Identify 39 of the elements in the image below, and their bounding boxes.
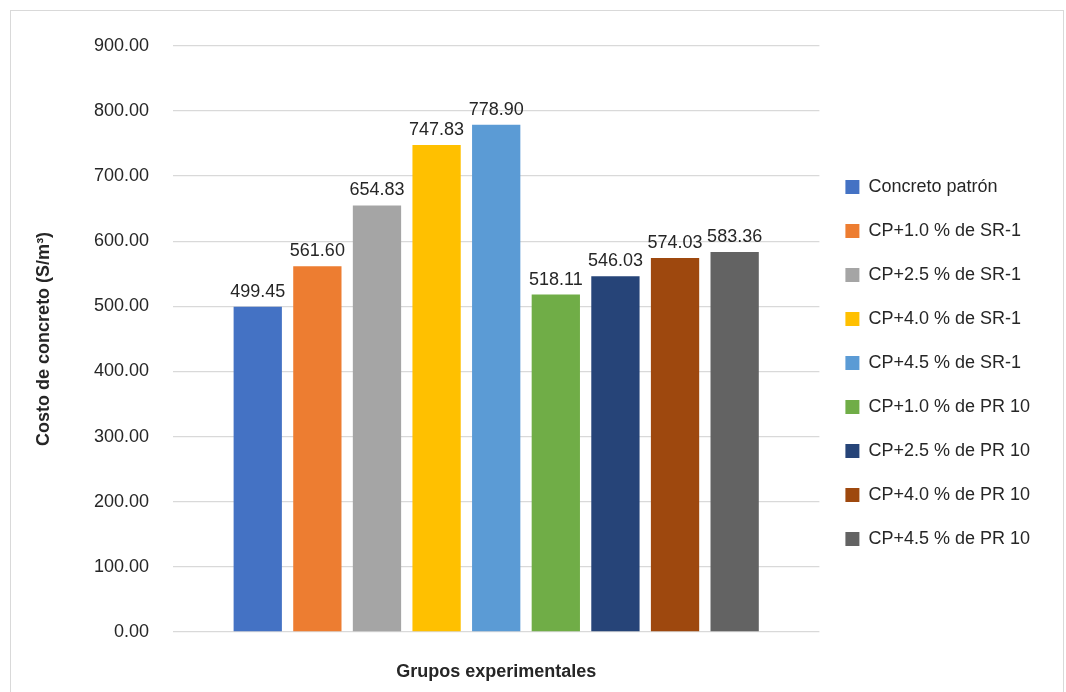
bar bbox=[233, 306, 282, 632]
y-tick-label: 600.00 bbox=[93, 230, 149, 251]
data-label: 747.83 bbox=[409, 118, 465, 139]
legend-label: Concreto patrón bbox=[868, 175, 998, 196]
legend-label: CP+1.0 % de PR 10 bbox=[868, 395, 1031, 416]
y-tick-label: 0.00 bbox=[113, 620, 149, 641]
y-tick-label: 700.00 bbox=[93, 165, 149, 186]
bar bbox=[472, 124, 521, 632]
y-tick-label: 500.00 bbox=[93, 295, 149, 316]
bar bbox=[710, 252, 759, 632]
y-tick-label: 200.00 bbox=[93, 490, 149, 511]
legend-label: CP+1.0 % de SR-1 bbox=[868, 219, 1021, 240]
data-label: 574.03 bbox=[647, 232, 703, 253]
data-label: 546.03 bbox=[587, 250, 643, 271]
y-tick-label: 900.00 bbox=[93, 34, 149, 55]
legend-label: CP+4.0 % de SR-1 bbox=[868, 307, 1021, 328]
y-tick-label: 800.00 bbox=[93, 99, 149, 120]
legend-label: CP+2.5 % de SR-1 bbox=[868, 263, 1021, 284]
data-label: 561.60 bbox=[289, 240, 345, 261]
x-axis-title: Grupos experimentales bbox=[396, 661, 597, 682]
data-label: 654.83 bbox=[349, 179, 405, 200]
data-label: 583.36 bbox=[707, 226, 763, 247]
y-tick-label: 300.00 bbox=[93, 425, 149, 446]
data-label: 518.11 bbox=[528, 268, 583, 289]
y-tick-label: 400.00 bbox=[93, 360, 149, 381]
bar bbox=[352, 205, 402, 632]
data-label: 499.45 bbox=[230, 280, 286, 301]
bar bbox=[531, 294, 580, 632]
bar bbox=[650, 258, 700, 632]
legend-label: CP+4.0 % de PR 10 bbox=[868, 483, 1031, 504]
y-tick-label: 100.00 bbox=[93, 555, 149, 576]
legend-label: CP+4.5 % de PR 10 bbox=[868, 527, 1031, 548]
legend-label: CP+4.5 % de SR-1 bbox=[868, 351, 1021, 372]
legend-label: CP+2.5 % de PR 10 bbox=[868, 439, 1031, 460]
y-axis-title: Costo de concreto (S/m³) bbox=[32, 231, 53, 446]
bar bbox=[591, 276, 640, 632]
bar bbox=[412, 144, 461, 632]
bar bbox=[293, 266, 342, 632]
data-label: 778.90 bbox=[468, 98, 524, 119]
